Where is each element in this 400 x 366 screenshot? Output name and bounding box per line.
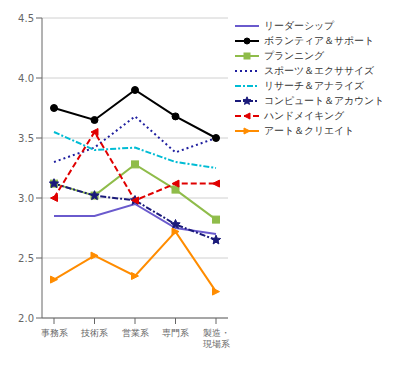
svg-text:2.0: 2.0 (18, 313, 34, 324)
html-text:ボランティア＆サポート: ボランティア＆サポート (264, 34, 374, 46)
html-text:ハンドメイキング: ハンドメイキング (264, 109, 344, 121)
html-text:リーダーシップ: リーダーシップ (264, 19, 334, 31)
svg-text:技術系: 技術系 (80, 328, 108, 338)
svg-text:営業系: 営業系 (122, 328, 149, 338)
svg-text:事務系: 事務系 (41, 328, 68, 338)
html-text:アート＆クリエイト: アート＆クリエイト (264, 124, 354, 136)
svg-text:3.0: 3.0 (18, 193, 34, 204)
svg-text:製造・現場系: 製造・現場系 (203, 328, 230, 349)
html-text:プランニング: プランニング (264, 49, 324, 61)
svg-text:3.5: 3.5 (18, 133, 34, 144)
svg-text:4.0: 4.0 (18, 73, 34, 84)
svg-text:2.5: 2.5 (18, 253, 34, 264)
html-text:スポーツ＆エクササイズ: スポーツ＆エクササイズ (264, 64, 374, 76)
svg-text:専門系: 専門系 (162, 328, 189, 338)
html-text:コンピュート＆アカウント: コンピュート＆アカウント (264, 94, 384, 106)
html-text:リサーチ＆アナライズ: リサーチ＆アナライズ (264, 79, 364, 91)
svg-text:4.5: 4.5 (18, 13, 34, 24)
